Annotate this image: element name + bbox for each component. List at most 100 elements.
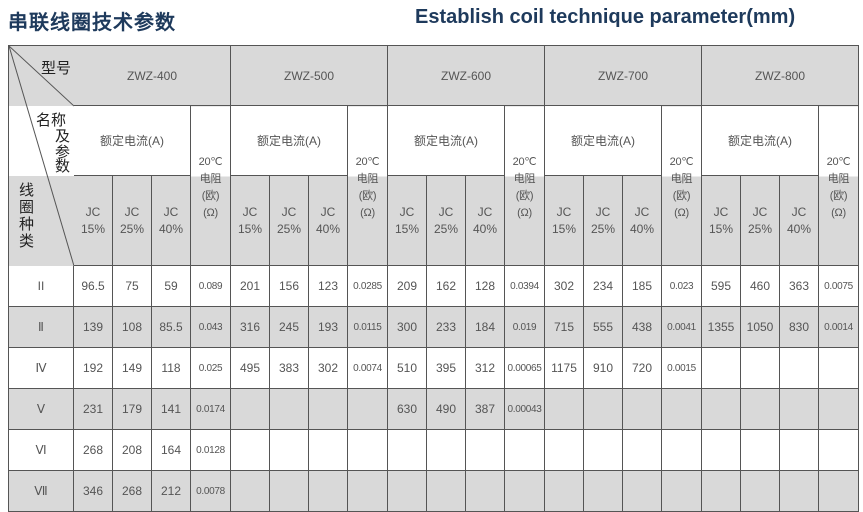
- jc-percent: 40%: [472, 221, 498, 236]
- jc-label: JC: [752, 204, 768, 219]
- current-cell: 184: [465, 306, 505, 348]
- resistance-header-line: (Ω): [674, 206, 689, 219]
- page-title-chinese: 串联线圈技术参数: [8, 10, 176, 34]
- current-cell: [308, 388, 348, 430]
- current-cell: [426, 470, 466, 512]
- resistance-header-line: 电阻: [670, 172, 693, 185]
- current-cell: 595: [701, 265, 741, 307]
- current-cell: 830: [779, 306, 819, 348]
- table-row: Ⅵ 268 208 164 0.0128: [8, 429, 859, 471]
- current-cell: [269, 470, 309, 512]
- corner-coil-type-3: 种: [19, 215, 35, 233]
- current-cell: 212: [151, 470, 191, 512]
- jc-percent: 25%: [590, 221, 616, 236]
- current-cell: 85.5: [151, 306, 191, 348]
- resistance-header-line: (欧): [201, 189, 220, 202]
- resistance-header-line: 电阻: [356, 172, 379, 185]
- resistance-header-line: (Ω): [517, 206, 532, 219]
- jc-label: JC: [791, 204, 807, 219]
- resistance-cell: 0.019: [504, 306, 545, 348]
- jc-percent: 15%: [394, 221, 420, 236]
- resistance-cell: 0.0075: [818, 265, 859, 307]
- jc-percent: 15%: [80, 221, 106, 236]
- resistance-cell: [347, 429, 388, 471]
- jc-percent: 40%: [786, 221, 812, 236]
- current-cell: 156: [269, 265, 309, 307]
- jc-label: JC: [124, 204, 140, 219]
- jc-label: JC: [163, 204, 179, 219]
- resistance-cell: 0.0115: [347, 306, 388, 348]
- rated-current-header: 额定电流(A): [544, 105, 662, 176]
- current-cell: [779, 347, 819, 389]
- current-cell: 268: [112, 470, 152, 512]
- jc-header: JC 40%: [779, 175, 819, 266]
- current-cell: [701, 429, 741, 471]
- resistance-header-line: 20℃: [826, 155, 851, 168]
- resistance-cell: 0.023: [661, 265, 702, 307]
- current-cell: 490: [426, 388, 466, 430]
- current-cell: [583, 388, 623, 430]
- resistance-cell: 0.0014: [818, 306, 859, 348]
- jc-label: JC: [399, 204, 415, 219]
- jc-label: JC: [242, 204, 258, 219]
- current-cell: [779, 429, 819, 471]
- current-cell: [544, 388, 584, 430]
- current-cell: [308, 470, 348, 512]
- current-cell: 438: [622, 306, 662, 348]
- jc-header: JC 15%: [544, 175, 584, 266]
- current-cell: 395: [426, 347, 466, 389]
- rated-current-header: 额定电流(A): [701, 105, 819, 176]
- resistance-cell: 0.00043: [504, 388, 545, 430]
- resistance-header-line: (Ω): [360, 206, 375, 219]
- current-cell: [622, 388, 662, 430]
- jc-percent: 25%: [276, 221, 302, 236]
- current-cell: [583, 470, 623, 512]
- corner-header-cell: 型号 名称 及 参 数 线 圈 种 类: [8, 45, 74, 266]
- current-cell: 231: [73, 388, 113, 430]
- jc-percent: 25%: [433, 221, 459, 236]
- current-cell: 715: [544, 306, 584, 348]
- jc-header: JC 15%: [701, 175, 741, 266]
- current-cell: [308, 429, 348, 471]
- current-cell: 312: [465, 347, 505, 389]
- current-cell: [230, 429, 270, 471]
- table-row: Ⅳ 192 149 118 0.025 495 383 302 0.0074 510 395 312 0…: [8, 347, 859, 389]
- current-cell: 141: [151, 388, 191, 430]
- jc-header: JC 40%: [465, 175, 505, 266]
- resistance-header-line: 20℃: [198, 155, 223, 168]
- current-cell: [779, 388, 819, 430]
- jc-header: JC 40%: [622, 175, 662, 266]
- current-cell: 75: [112, 265, 152, 307]
- resistance-cell: 0.0174: [190, 388, 231, 430]
- corner-name-label: 名称: [36, 111, 67, 129]
- corner-param-label-2: 数: [55, 157, 71, 175]
- current-cell: [465, 429, 505, 471]
- corner-coil-type-2: 圈: [19, 198, 35, 216]
- resistance-header-line: (欧): [358, 189, 377, 202]
- resistance-cell: [504, 470, 545, 512]
- current-cell: [740, 388, 780, 430]
- resistance-header-line: (欧): [672, 189, 691, 202]
- resistance-cell: 0.0128: [190, 429, 231, 471]
- jc-percent: 40%: [315, 221, 341, 236]
- resistance-cell: 0.0078: [190, 470, 231, 512]
- current-cell: 910: [583, 347, 623, 389]
- current-cell: [269, 388, 309, 430]
- jc-label: JC: [320, 204, 336, 219]
- resistance-cell: [818, 470, 859, 512]
- jc-label: JC: [85, 204, 101, 219]
- current-cell: [622, 470, 662, 512]
- jc-header: JC 25%: [583, 175, 623, 266]
- resistance-cell: 0.0394: [504, 265, 545, 307]
- current-cell: [230, 388, 270, 430]
- resistance-header: 20℃ 电阻 (欧) (Ω): [818, 105, 859, 266]
- jc-label: JC: [438, 204, 454, 219]
- resistance-cell: [661, 388, 702, 430]
- resistance-cell: [661, 470, 702, 512]
- resistance-header-line: 20℃: [669, 155, 694, 168]
- rated-current-header: 额定电流(A): [230, 105, 348, 176]
- current-cell: [426, 429, 466, 471]
- current-cell: [701, 470, 741, 512]
- resistance-header-line: 20℃: [355, 155, 380, 168]
- current-cell: 495: [230, 347, 270, 389]
